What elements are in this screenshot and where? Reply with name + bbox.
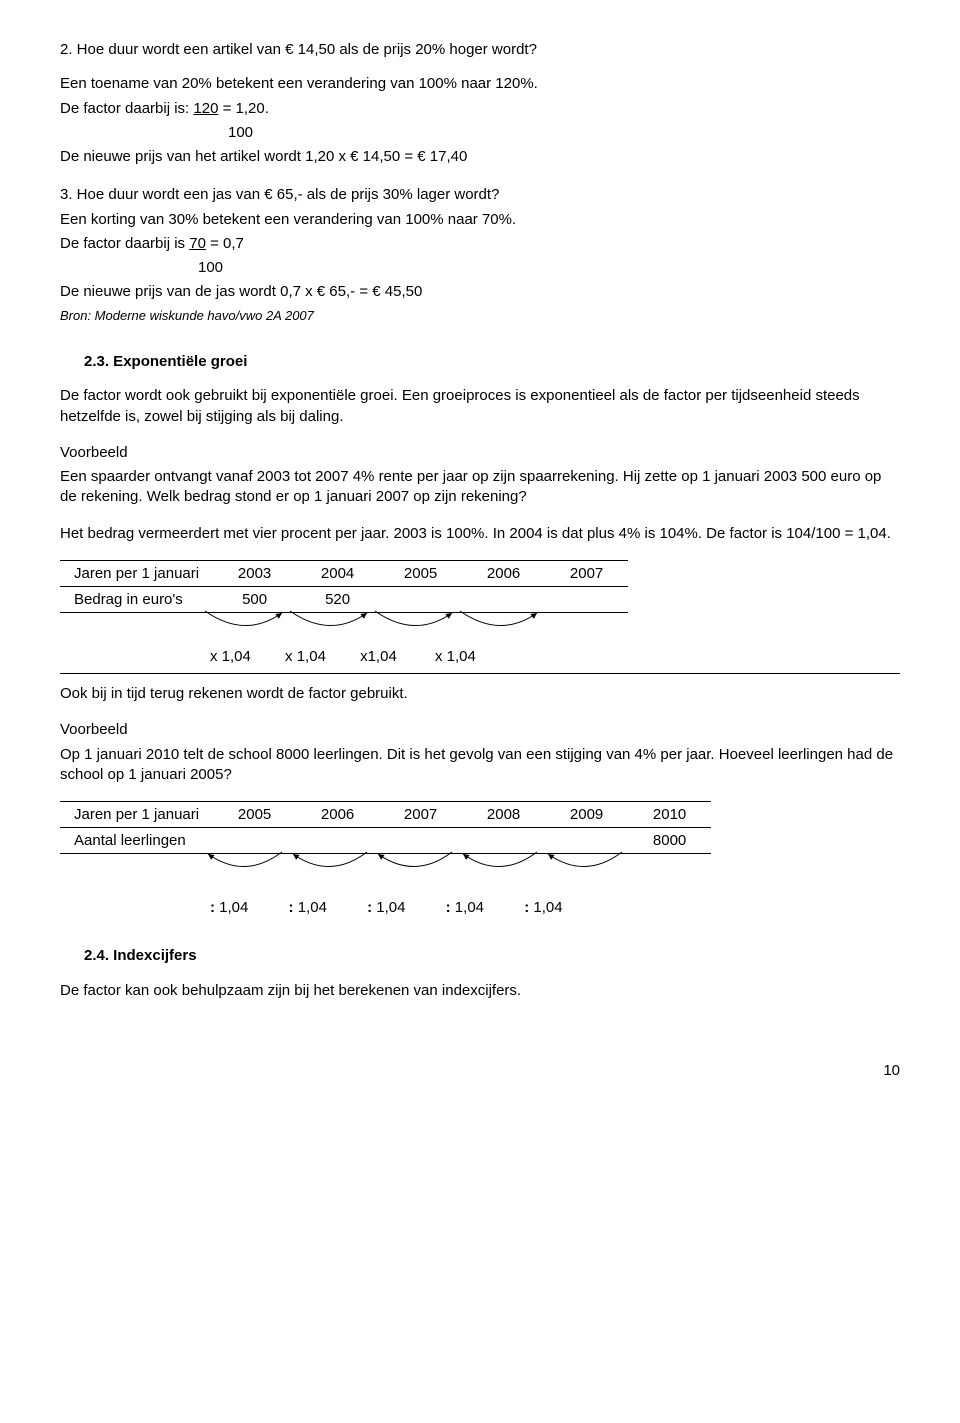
s23-p2: Een spaarder ontvangt vanaf 2003 tot 200… [60, 467, 900, 508]
t2-f1: : 1,04 [289, 898, 327, 918]
t1-r1-c4: 2007 [545, 560, 628, 586]
ex2-line1: Een toename van 20% betekent een verande… [60, 74, 900, 94]
ex3-l2c: = 0,7 [206, 235, 244, 252]
ex3-l2b: 70 [189, 235, 206, 252]
t1-f0: x 1,04 [210, 647, 251, 667]
source-line: Bron: Moderne wiskunde havo/vwo 2A 2007 [60, 307, 900, 325]
t2-r1-label: Jaren per 1 januari [60, 802, 213, 828]
t2-r1-c4: 2009 [545, 802, 628, 828]
t2-f4: : 1,04 [524, 898, 562, 918]
t1-r1-label: Jaren per 1 januari [60, 560, 213, 586]
ex3-l2a: De factor daarbij is [60, 235, 189, 252]
t1-r1-c1: 2004 [296, 560, 379, 586]
ex2-line2: De factor daarbij is: 120 = 1,20. [60, 99, 900, 119]
t2-r1-c1: 2006 [296, 802, 379, 828]
t2-f0: : 1,04 [210, 898, 248, 918]
ex2-line3: 100 [228, 123, 900, 143]
mid-vb: Voorbeeld [60, 720, 900, 740]
table-2: Jaren per 1 januari 2005 2006 2007 2008 … [60, 801, 711, 854]
ex2-line4: De nieuwe prijs van het artikel wordt 1,… [60, 147, 900, 167]
ex2-l2b: 120 [193, 100, 218, 117]
ex3-line4: De nieuwe prijs van de jas wordt 0,7 x €… [60, 282, 900, 302]
arrow-svg-1 [60, 609, 660, 643]
t2-factors: : 1,04 : 1,04 : 1,04 : 1,04 : 1,04 [60, 898, 900, 918]
t2-f3: : 1,04 [446, 898, 484, 918]
t2-r1-c5: 2010 [628, 802, 711, 828]
t1-arrows [60, 609, 900, 643]
mid-p2: Op 1 januari 2010 telt de school 8000 le… [60, 745, 900, 786]
heading-2-3: 2.3. Exponentiële groei [84, 352, 900, 372]
page-number: 10 [60, 1061, 900, 1081]
ex2-question: 2. Hoe duur wordt een artikel van € 14,5… [60, 40, 900, 60]
t2-r1-c0: 2005 [213, 802, 296, 828]
ex3-line3: 100 [198, 258, 900, 278]
t1-r1-c0: 2003 [213, 560, 296, 586]
divider-1 [60, 673, 900, 674]
ex3-line2: De factor daarbij is 70 = 0,7 [60, 234, 900, 254]
s23-vb: Voorbeeld [60, 443, 900, 463]
t1-factors: x 1,04 x 1,04 x1,04 x 1,04 [60, 647, 900, 667]
t2-r1-c2: 2007 [379, 802, 462, 828]
t2-arrows [60, 850, 900, 884]
heading-2-4: 2.4. Indexcijfers [84, 946, 900, 966]
t1-f2: x1,04 [360, 647, 397, 667]
t1-r1-c2: 2005 [379, 560, 462, 586]
ex3-line1: Een korting van 30% betekent een verande… [60, 210, 900, 230]
t1-f3: x 1,04 [435, 647, 476, 667]
ex2-l2a: De factor daarbij is: [60, 100, 193, 117]
table-1: Jaren per 1 januari 2003 2004 2005 2006 … [60, 560, 628, 613]
t1-r1-c3: 2006 [462, 560, 545, 586]
ex3-question: 3. Hoe duur wordt een jas van € 65,- als… [60, 185, 900, 205]
arrow-svg-2 [60, 850, 760, 884]
s23-p3: Het bedrag vermeerdert met vier procent … [60, 524, 900, 544]
mid-p1: Ook bij in tijd terug rekenen wordt de f… [60, 684, 900, 704]
t1-f1: x 1,04 [285, 647, 326, 667]
s24-p1: De factor kan ook behulpzaam zijn bij he… [60, 981, 900, 1001]
ex2-l2c: = 1,20. [218, 100, 268, 117]
s23-p1: De factor wordt ook gebruikt bij exponen… [60, 386, 900, 427]
t2-f2: : 1,04 [367, 898, 405, 918]
t2-r1-c3: 2008 [462, 802, 545, 828]
